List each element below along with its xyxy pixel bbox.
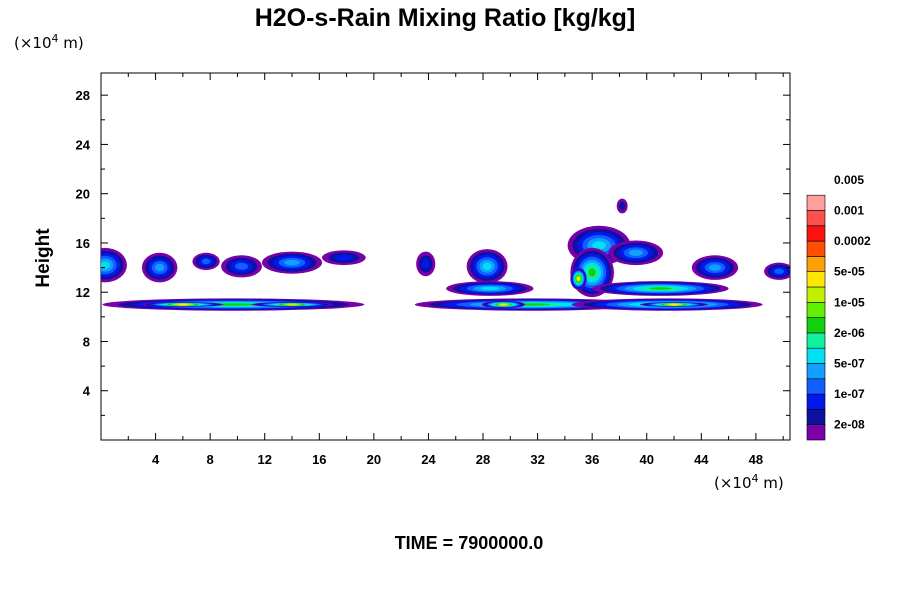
data-cell-13-level-7 xyxy=(588,268,596,277)
data-cell-12-level-3 xyxy=(774,268,784,275)
y-unit-label: (×104 m) xyxy=(14,32,84,52)
colorbar-swatch-4 xyxy=(806,363,826,380)
data-cell-16 xyxy=(592,281,729,296)
y-tick-label-8: 8 xyxy=(83,334,90,349)
x-tick-label-40: 40 xyxy=(640,452,654,467)
data-cell-8-level-5 xyxy=(592,241,606,250)
colorbar-swatch-15 xyxy=(806,194,826,211)
data-cell-14-level-10 xyxy=(577,277,581,281)
time-label: TIME = 7900000.0 xyxy=(395,533,544,553)
colorbar-label-5: 5e-05 xyxy=(834,265,865,279)
data-cell-19-level-9 xyxy=(286,303,298,306)
y-tick-label-16: 16 xyxy=(76,236,90,251)
colorbar-swatch-2 xyxy=(806,393,826,410)
data-cell-6 xyxy=(416,251,436,277)
data-cell-9 xyxy=(608,240,664,266)
data-cell-16-level-7 xyxy=(649,287,672,290)
axis-ticks xyxy=(101,73,790,440)
data-field xyxy=(101,198,790,311)
colorbar-swatch-3 xyxy=(806,378,826,395)
data-cell-2 xyxy=(192,252,220,271)
data-cell-9-level-4 xyxy=(628,249,643,256)
data-cell-4 xyxy=(261,251,323,274)
x-axis-tick-labels: 4 8 12 16 20 24 28 32 36 40 44 48 xyxy=(152,452,763,467)
colorbar-label-0: 2e-08 xyxy=(834,418,865,432)
x-tick-label-28: 28 xyxy=(476,452,490,467)
x-tick-label-4: 4 xyxy=(152,452,160,467)
colorbar-label-3: 2e-06 xyxy=(834,326,865,340)
x-tick-label-32: 32 xyxy=(530,452,544,467)
data-cell-10-level-1 xyxy=(619,201,626,211)
colorbar-label-6: 0.0002 xyxy=(834,234,871,248)
y-tick-label-12: 12 xyxy=(76,285,90,300)
data-cell-7-level-5 xyxy=(482,262,492,271)
x-tick-label-24: 24 xyxy=(421,452,436,467)
data-cell-2-level-3 xyxy=(201,258,211,265)
data-cell-15 xyxy=(446,281,534,296)
x-tick-label-16: 16 xyxy=(312,452,326,467)
data-cell-23 xyxy=(639,302,709,307)
colorbar-swatch-0 xyxy=(806,424,826,441)
y-tick-label-24: 24 xyxy=(76,137,91,152)
colorbar-swatch-11 xyxy=(806,256,826,272)
data-cell-0-level-5 xyxy=(101,261,110,269)
x-tick-label-20: 20 xyxy=(367,452,381,467)
data-cell-15-level-5 xyxy=(480,286,500,291)
colorbar-label-7: 0.001 xyxy=(834,204,864,218)
data-cell-18 xyxy=(141,302,224,307)
colorbar xyxy=(806,194,826,441)
data-cell-12 xyxy=(764,262,790,280)
data-cell-0 xyxy=(101,247,127,283)
colorbar-swatch-8 xyxy=(806,301,826,318)
colorbar-swatch-5 xyxy=(806,347,826,364)
colorbar-swatch-12 xyxy=(806,240,826,257)
colorbar-swatch-10 xyxy=(806,271,826,288)
x-unit-label: (×104 m) xyxy=(714,472,784,492)
data-cell-7 xyxy=(466,249,508,284)
colorbar-swatch-7 xyxy=(806,317,826,334)
data-cell-4-level-4 xyxy=(284,259,300,266)
x-tick-label-12: 12 xyxy=(257,452,271,467)
x-tick-label-48: 48 xyxy=(749,452,763,467)
colorbar-labels: 2e-08 1e-07 5e-07 2e-06 1e-05 5e-05 0.0002 0.00… xyxy=(834,173,871,432)
data-cell-18-level-10 xyxy=(177,303,188,306)
data-cell-14 xyxy=(570,267,587,290)
data-cell-6-level-2 xyxy=(421,258,430,269)
y-tick-label-4: 4 xyxy=(83,384,91,399)
data-cell-11-level-4 xyxy=(708,264,721,271)
y-tick-label-28: 28 xyxy=(76,88,90,103)
data-cell-3 xyxy=(221,255,262,278)
data-cell-1 xyxy=(141,252,178,283)
colorbar-label-2: 5e-07 xyxy=(834,357,865,371)
data-cell-21 xyxy=(481,300,526,309)
y-tick-label-20: 20 xyxy=(76,187,90,202)
data-cell-1-level-4 xyxy=(155,263,165,272)
colorbar-label-1: 1e-07 xyxy=(834,387,865,401)
data-cell-10 xyxy=(616,198,628,214)
data-cell-19 xyxy=(251,302,333,307)
x-tick-label-8: 8 xyxy=(207,452,214,467)
x-tick-label-36: 36 xyxy=(585,452,599,467)
colorbar-label-4: 1e-05 xyxy=(834,295,865,309)
data-cell-5-level-2 xyxy=(334,254,353,261)
colorbar-swatch-13 xyxy=(806,225,826,242)
data-cell-3-level-3 xyxy=(235,262,249,270)
y-axis-label: Height xyxy=(33,228,54,288)
data-cell-5 xyxy=(322,250,366,266)
y-axis-tick-labels: 4 8 12 16 20 24 28 xyxy=(76,88,91,399)
colorbar-swatch-14 xyxy=(806,210,826,227)
data-cell-11 xyxy=(691,255,739,280)
data-cell-21-level-10 xyxy=(500,303,507,306)
x-tick-label-44: 44 xyxy=(694,452,709,467)
data-cell-23-level-10 xyxy=(669,303,679,306)
colorbar-swatch-9 xyxy=(806,286,826,303)
chart-title: H2O-s-Rain Mixing Ratio [kg/kg] xyxy=(255,4,636,32)
colorbar-swatch-6 xyxy=(806,332,826,349)
colorbar-swatch-1 xyxy=(806,409,826,425)
colorbar-label-8: 0.005 xyxy=(834,173,864,187)
